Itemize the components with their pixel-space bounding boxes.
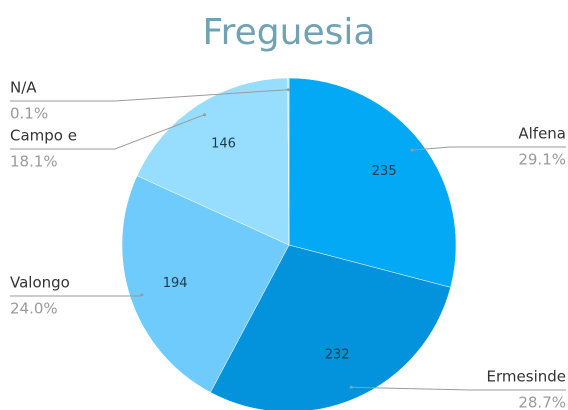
slice-value-label: 232: [325, 348, 350, 363]
pie-slice: [288, 77, 457, 288]
legend-label: Campo e: [10, 127, 77, 145]
legend-label: Valongo: [10, 274, 70, 292]
legend-label: Alfena: [518, 125, 566, 143]
percent-label: 0.1%: [10, 105, 48, 123]
pie-slice: [210, 244, 451, 410]
pie-slice: [121, 175, 290, 393]
pie-slice: [287, 77, 290, 246]
percent-label: 28.7%: [518, 394, 566, 410]
leader-dot: [286, 88, 290, 92]
slice-value-label: 146: [211, 137, 236, 152]
leader-line: [10, 294, 143, 297]
leader-line: [351, 386, 566, 391]
slice-value-label: 194: [163, 276, 188, 291]
slice-value-label: 235: [372, 164, 397, 179]
leader-dot: [410, 148, 414, 152]
legend-label: Ermesinde: [487, 368, 566, 386]
leader-dot: [349, 385, 353, 389]
leader-line: [411, 146, 566, 151]
leader-dot: [202, 113, 206, 117]
pie-slice: [136, 77, 290, 246]
percent-label: 18.1%: [10, 153, 58, 171]
percent-label: 29.1%: [518, 151, 566, 169]
leader-line: [10, 89, 289, 102]
leader-line: [10, 114, 205, 150]
legend-label: N/A: [10, 79, 37, 97]
chart-title: Freguesia: [203, 12, 376, 53]
leader-dot: [140, 293, 144, 297]
percent-label: 24.0%: [10, 300, 58, 318]
